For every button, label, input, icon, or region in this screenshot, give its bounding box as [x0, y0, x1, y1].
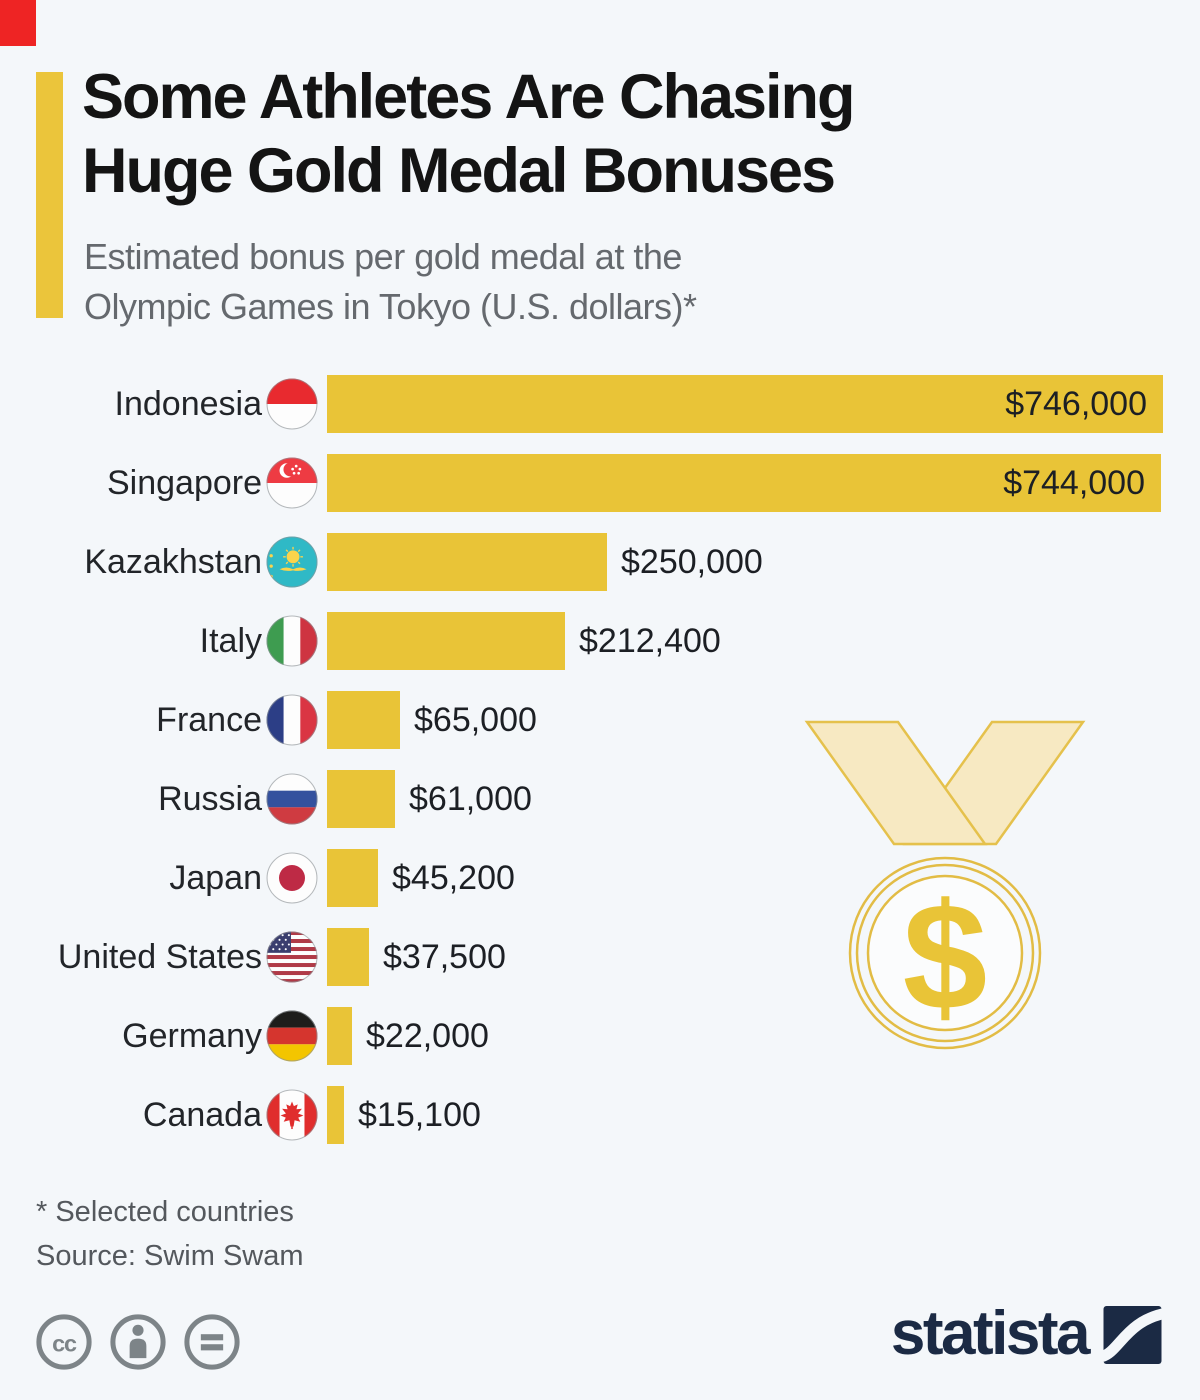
attribution-icon[interactable]	[109, 1313, 167, 1371]
value-label: $61,000	[409, 780, 532, 818]
source-text: Source: Swim Swam	[36, 1240, 304, 1273]
gold-medal-illustration: $	[804, 720, 1086, 1050]
country-label: Kazakhstan	[84, 543, 262, 581]
chart-row-germany: Germany $22,000	[0, 1007, 1200, 1065]
chart-row-united-states: United States $37,500	[0, 928, 1200, 986]
country-label: Japan	[169, 859, 262, 897]
footnote-block: * Selected countries Source: Swim Swam	[36, 1190, 304, 1278]
country-label: Germany	[122, 1017, 262, 1055]
chart-row-france: France $65,000	[0, 691, 1200, 749]
kazakhstan-flag-icon	[266, 536, 318, 588]
cc-icon[interactable]: cc	[35, 1313, 93, 1371]
bar	[327, 1007, 352, 1065]
country-label: Russia	[158, 780, 262, 818]
country-label: Italy	[199, 622, 262, 660]
value-label: $250,000	[621, 543, 763, 581]
bar	[327, 612, 565, 670]
chart-row-kazakhstan: Kazakhstan $250,000	[0, 533, 1200, 591]
united-states-flag-icon	[266, 931, 318, 983]
chart-row-indonesia: Indonesia $746,000	[0, 375, 1200, 433]
chart-row-russia: Russia $61,000	[0, 770, 1200, 828]
svg-text:cc: cc	[52, 1331, 77, 1357]
germany-flag-icon	[266, 1010, 318, 1062]
country-label: United States	[57, 938, 262, 976]
statista-logo-icon[interactable]	[1103, 1306, 1162, 1364]
chart-subtitle: Estimated bonus per gold medal at the Ol…	[84, 232, 1084, 331]
value-label: $45,200	[392, 859, 515, 897]
license-icons: cc	[35, 1313, 241, 1371]
value-label: $22,000	[366, 1017, 489, 1055]
bar	[327, 454, 1161, 512]
canada-flag-icon	[266, 1089, 318, 1141]
title-line-1: Some Athletes Are Chasing	[82, 62, 856, 132]
equals-icon[interactable]	[183, 1313, 241, 1371]
country-label: Indonesia	[114, 385, 262, 423]
red-corner-marker	[0, 0, 36, 46]
subtitle-line-2: Olympic Games in Tokyo (U.S. dollars)*	[84, 285, 697, 327]
subtitle-line-1: Estimated bonus per gold medal at the	[84, 236, 682, 277]
value-label: $212,400	[579, 622, 721, 660]
bar	[327, 770, 395, 828]
chart-row-japan: Japan $45,200	[0, 849, 1200, 907]
bar	[327, 928, 369, 986]
chart-row-canada: Canada $15,100	[0, 1086, 1200, 1144]
indonesia-flag-icon	[266, 378, 318, 430]
italy-flag-icon	[266, 615, 318, 667]
footnote-text: * Selected countries	[36, 1196, 294, 1228]
value-label: $744,000	[1003, 464, 1145, 502]
country-label: Canada	[142, 1096, 262, 1134]
singapore-flag-icon	[266, 457, 318, 509]
chart-row-singapore: Singapore $744,000	[0, 454, 1200, 512]
bar	[327, 691, 400, 749]
statista-logo-text[interactable]: statista	[890, 1299, 1091, 1368]
bar	[327, 849, 378, 907]
title-line-2: Huge Gold Medal Bonuses	[82, 136, 836, 207]
country-label: France	[156, 701, 262, 739]
japan-flag-icon	[266, 852, 318, 904]
bar	[327, 1086, 344, 1144]
chart-row-italy: Italy $212,400	[0, 612, 1200, 670]
page-title: Some Athletes Are Chasing Huge Gold Meda…	[82, 60, 1122, 209]
dollar-sign: $	[903, 872, 988, 1042]
bar	[327, 533, 607, 591]
country-label: Singapore	[106, 464, 262, 502]
bar	[327, 375, 1163, 433]
france-flag-icon	[266, 694, 318, 746]
value-label: $746,000	[1005, 385, 1147, 423]
russia-flag-icon	[266, 773, 318, 825]
title-accent-bar	[36, 72, 63, 318]
value-label: $15,100	[358, 1096, 481, 1134]
value-label: $65,000	[414, 701, 537, 739]
value-label: $37,500	[383, 938, 506, 976]
